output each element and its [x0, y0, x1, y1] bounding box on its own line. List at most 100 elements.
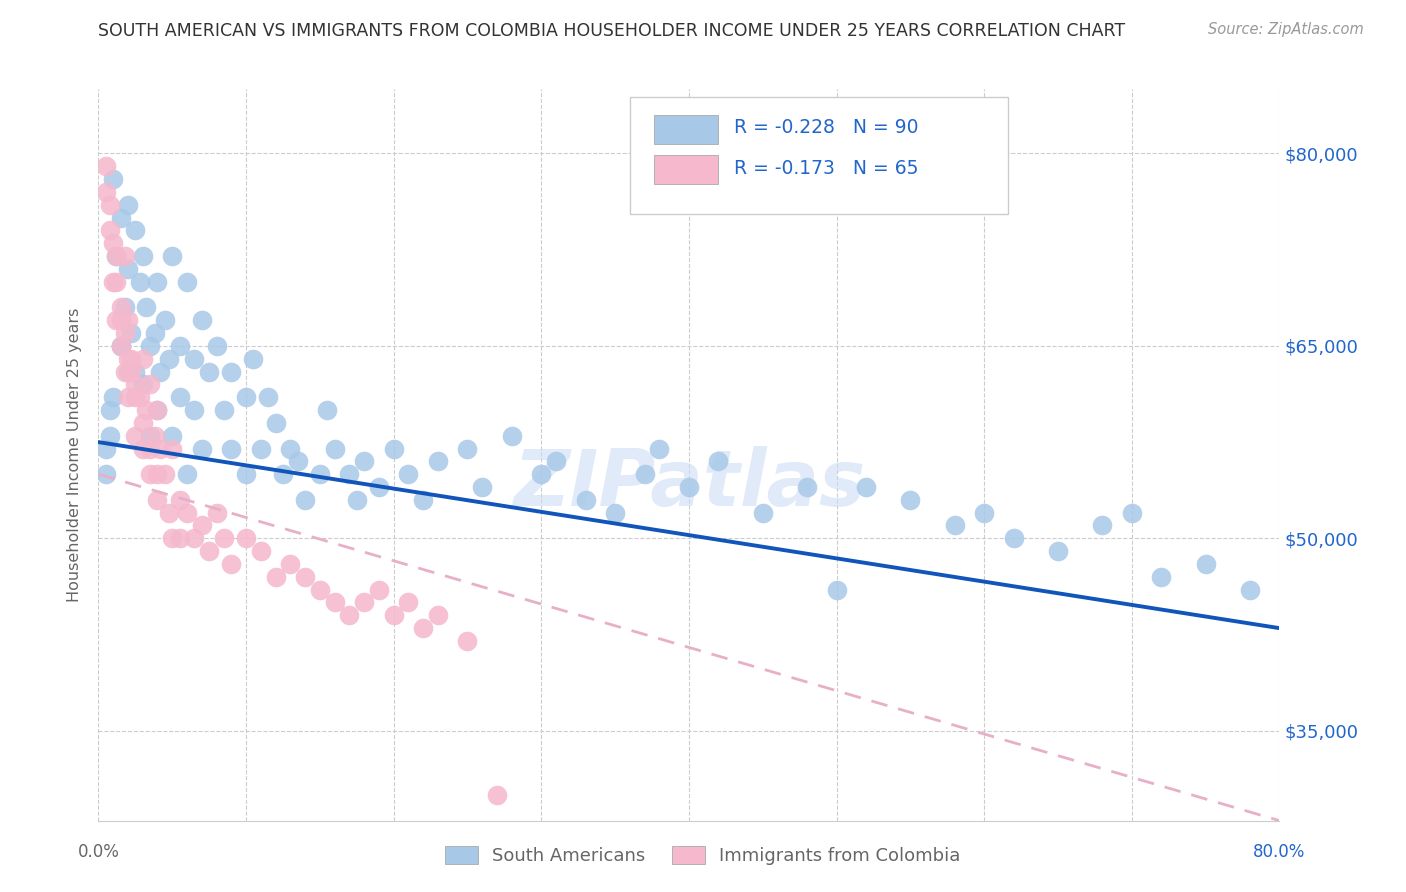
Point	[135, 403, 157, 417]
Point	[427, 608, 450, 623]
Point	[1121, 506, 1143, 520]
Point	[139, 339, 162, 353]
Point	[396, 467, 419, 482]
Point	[1150, 570, 1173, 584]
Point	[162, 532, 183, 546]
Point	[117, 390, 139, 404]
Point	[146, 403, 169, 417]
Point	[456, 442, 478, 456]
Point	[94, 159, 117, 173]
Point	[117, 197, 139, 211]
Point	[198, 364, 221, 378]
Point	[456, 634, 478, 648]
Point	[146, 275, 169, 289]
Point	[162, 442, 183, 456]
Point	[114, 326, 136, 340]
Point	[219, 442, 242, 456]
Point	[105, 275, 128, 289]
Point	[110, 313, 132, 327]
Point	[110, 301, 132, 315]
Point	[1046, 544, 1069, 558]
Point	[1091, 518, 1114, 533]
Point	[707, 454, 730, 468]
Point	[353, 454, 375, 468]
Point	[323, 442, 346, 456]
Point	[530, 467, 553, 482]
Point	[105, 249, 128, 263]
Point	[316, 403, 339, 417]
Point	[412, 492, 434, 507]
Point	[191, 442, 214, 456]
Point	[139, 428, 162, 442]
Point	[110, 339, 132, 353]
Text: 0.0%: 0.0%	[77, 843, 120, 861]
Point	[153, 467, 176, 482]
Point	[124, 428, 146, 442]
Point	[153, 313, 176, 327]
Point	[278, 442, 302, 456]
Point	[162, 428, 183, 442]
Legend: South Americans, Immigrants from Colombia: South Americans, Immigrants from Colombi…	[436, 837, 970, 874]
Point	[323, 595, 346, 609]
Point	[98, 428, 121, 442]
Point	[169, 532, 191, 546]
Point	[633, 467, 655, 482]
Point	[139, 377, 162, 392]
Point	[105, 313, 128, 327]
Point	[120, 364, 142, 378]
Point	[191, 518, 214, 533]
Point	[219, 557, 242, 571]
Text: SOUTH AMERICAN VS IMMIGRANTS FROM COLOMBIA HOUSEHOLDER INCOME UNDER 25 YEARS COR: SOUTH AMERICAN VS IMMIGRANTS FROM COLOMB…	[98, 22, 1126, 40]
Point	[162, 249, 183, 263]
Point	[264, 570, 287, 584]
Point	[574, 492, 596, 507]
Point	[110, 339, 132, 353]
Point	[103, 275, 125, 289]
Point	[191, 313, 214, 327]
Point	[1002, 532, 1025, 546]
Point	[146, 467, 169, 482]
Point	[412, 621, 434, 635]
Point	[132, 351, 155, 366]
Point	[176, 275, 198, 289]
Point	[825, 582, 848, 597]
Point	[124, 364, 146, 378]
Point	[169, 390, 191, 404]
Point	[114, 301, 136, 315]
Point	[205, 339, 228, 353]
Point	[212, 532, 235, 546]
Point	[368, 480, 391, 494]
Point	[114, 249, 136, 263]
Point	[98, 197, 121, 211]
Point	[368, 582, 391, 597]
Point	[264, 416, 287, 430]
Text: 80.0%: 80.0%	[1253, 843, 1306, 861]
Point	[1239, 582, 1261, 597]
Text: Source: ZipAtlas.com: Source: ZipAtlas.com	[1208, 22, 1364, 37]
Point	[183, 532, 205, 546]
Point	[103, 172, 125, 186]
Point	[796, 480, 818, 494]
Point	[396, 595, 419, 609]
Point	[278, 557, 302, 571]
Point	[128, 390, 150, 404]
Point	[124, 223, 146, 237]
Point	[205, 506, 228, 520]
Point	[353, 595, 375, 609]
Point	[139, 442, 162, 456]
Point	[183, 403, 205, 417]
Point	[110, 339, 132, 353]
Point	[235, 390, 257, 404]
Text: R = -0.173   N = 65: R = -0.173 N = 65	[734, 159, 918, 178]
Point	[124, 390, 146, 404]
Point	[132, 377, 155, 392]
Point	[94, 185, 117, 199]
Point	[943, 518, 966, 533]
Point	[501, 428, 523, 442]
Point	[120, 351, 142, 366]
Point	[219, 364, 242, 378]
Point	[169, 492, 191, 507]
Point	[143, 428, 166, 442]
Point	[648, 442, 671, 456]
Point	[135, 301, 157, 315]
